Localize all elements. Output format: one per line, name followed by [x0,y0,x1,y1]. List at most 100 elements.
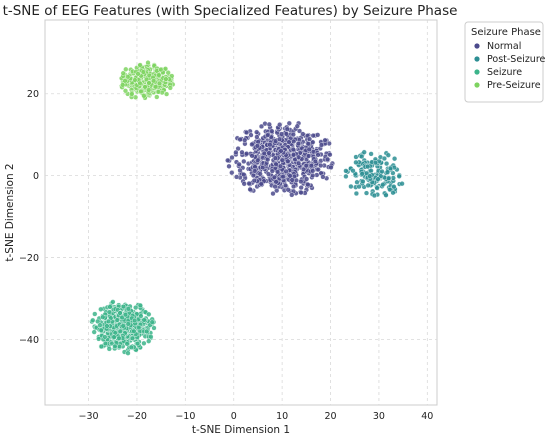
legend-label: Pre-Seizure [487,80,541,91]
point-normal [242,137,248,143]
point-normal [265,132,271,138]
point-normal [322,137,328,143]
point-normal [285,158,291,164]
point-seizure [125,321,131,327]
point-seizure [106,346,112,352]
point-post-seizure [367,173,373,179]
point-normal [284,126,290,132]
point-post-seizure [374,185,380,191]
point-normal [310,139,316,145]
point-pre-seizure [165,70,171,76]
point-normal [296,154,302,160]
point-seizure [136,325,142,331]
point-post-seizure [360,178,366,185]
point-post-seizure [348,183,354,190]
point-pre-seizure [132,77,138,83]
point-normal [241,181,247,187]
point-normal [261,150,267,157]
point-normal [258,123,265,130]
point-seizure [135,341,141,347]
point-post-seizure [385,152,391,158]
point-normal [235,146,241,152]
point-normal [291,138,297,145]
point-seizure [131,328,137,334]
point-normal [310,168,316,174]
point-post-seizure [363,190,370,196]
point-normal [236,161,242,168]
point-normal [296,160,302,166]
point-normal [266,121,272,128]
point-pre-seizure [122,78,128,84]
point-normal [294,123,300,129]
point-seizure [98,343,105,350]
legend-items: Normal Post-Seizure Seizure Pre-Seizure [474,41,546,91]
point-pre-seizure [122,88,129,94]
point-normal [290,132,296,138]
legend-box [464,21,544,103]
point-normal [303,163,309,169]
point-seizure [144,328,150,335]
y-tick-label: −40 [19,335,39,346]
point-normal [254,143,261,149]
point-pre-seizure [154,94,160,100]
point-post-seizure [359,171,365,177]
point-pre-seizure [138,88,144,95]
point-normal [265,157,271,163]
point-post-seizure [380,182,386,188]
point-post-seizure [353,190,360,197]
y-tick-label: −20 [19,253,39,264]
point-normal [237,136,243,143]
point-normal [278,148,284,154]
point-normal [308,163,315,169]
point-normal [225,157,231,164]
point-seizure [107,304,113,310]
point-post-seizure [387,187,393,193]
point-seizure [146,338,152,344]
point-normal [250,172,257,179]
point-seizure [125,306,131,312]
point-post-seizure [356,184,362,190]
point-normal [298,185,304,191]
point-normal [295,141,302,147]
point-normal [291,152,297,158]
legend-marker [474,56,480,62]
point-normal [234,174,240,180]
point-seizure [91,329,97,335]
point-seizure [133,305,139,311]
point-normal [327,152,333,158]
point-normal [279,157,285,163]
point-post-seizure [375,176,381,182]
legend-title: Seizure Phase [471,27,541,38]
point-post-seizure [365,164,371,170]
point-normal [248,132,254,138]
point-pre-seizure [137,80,143,86]
point-seizure [122,312,129,318]
point-seizure [104,323,110,329]
point-seizure [124,341,130,347]
point-normal [258,181,264,187]
point-post-seizure [368,168,374,174]
point-pre-seizure [163,76,169,82]
point-normal [257,171,263,177]
point-post-seizure [379,168,385,175]
point-normal [277,163,284,169]
legend-marker [474,69,480,75]
point-seizure [141,317,147,323]
point-normal [280,174,286,180]
y-axis-label: t-SNE Dimension 2 [4,163,16,261]
point-normal [298,190,304,196]
point-pre-seizure [155,89,162,95]
point-seizure [117,310,123,316]
legend-marker [474,82,480,88]
point-normal [251,178,257,184]
point-pre-seizure [167,85,173,91]
point-normal [247,186,253,193]
point-normal [285,187,291,193]
point-post-seizure [391,184,397,190]
point-pre-seizure [156,80,163,87]
legend-marker [474,43,480,49]
point-pre-seizure [129,91,135,97]
point-normal [267,142,273,148]
point-normal [325,156,331,162]
point-normal [286,139,292,145]
